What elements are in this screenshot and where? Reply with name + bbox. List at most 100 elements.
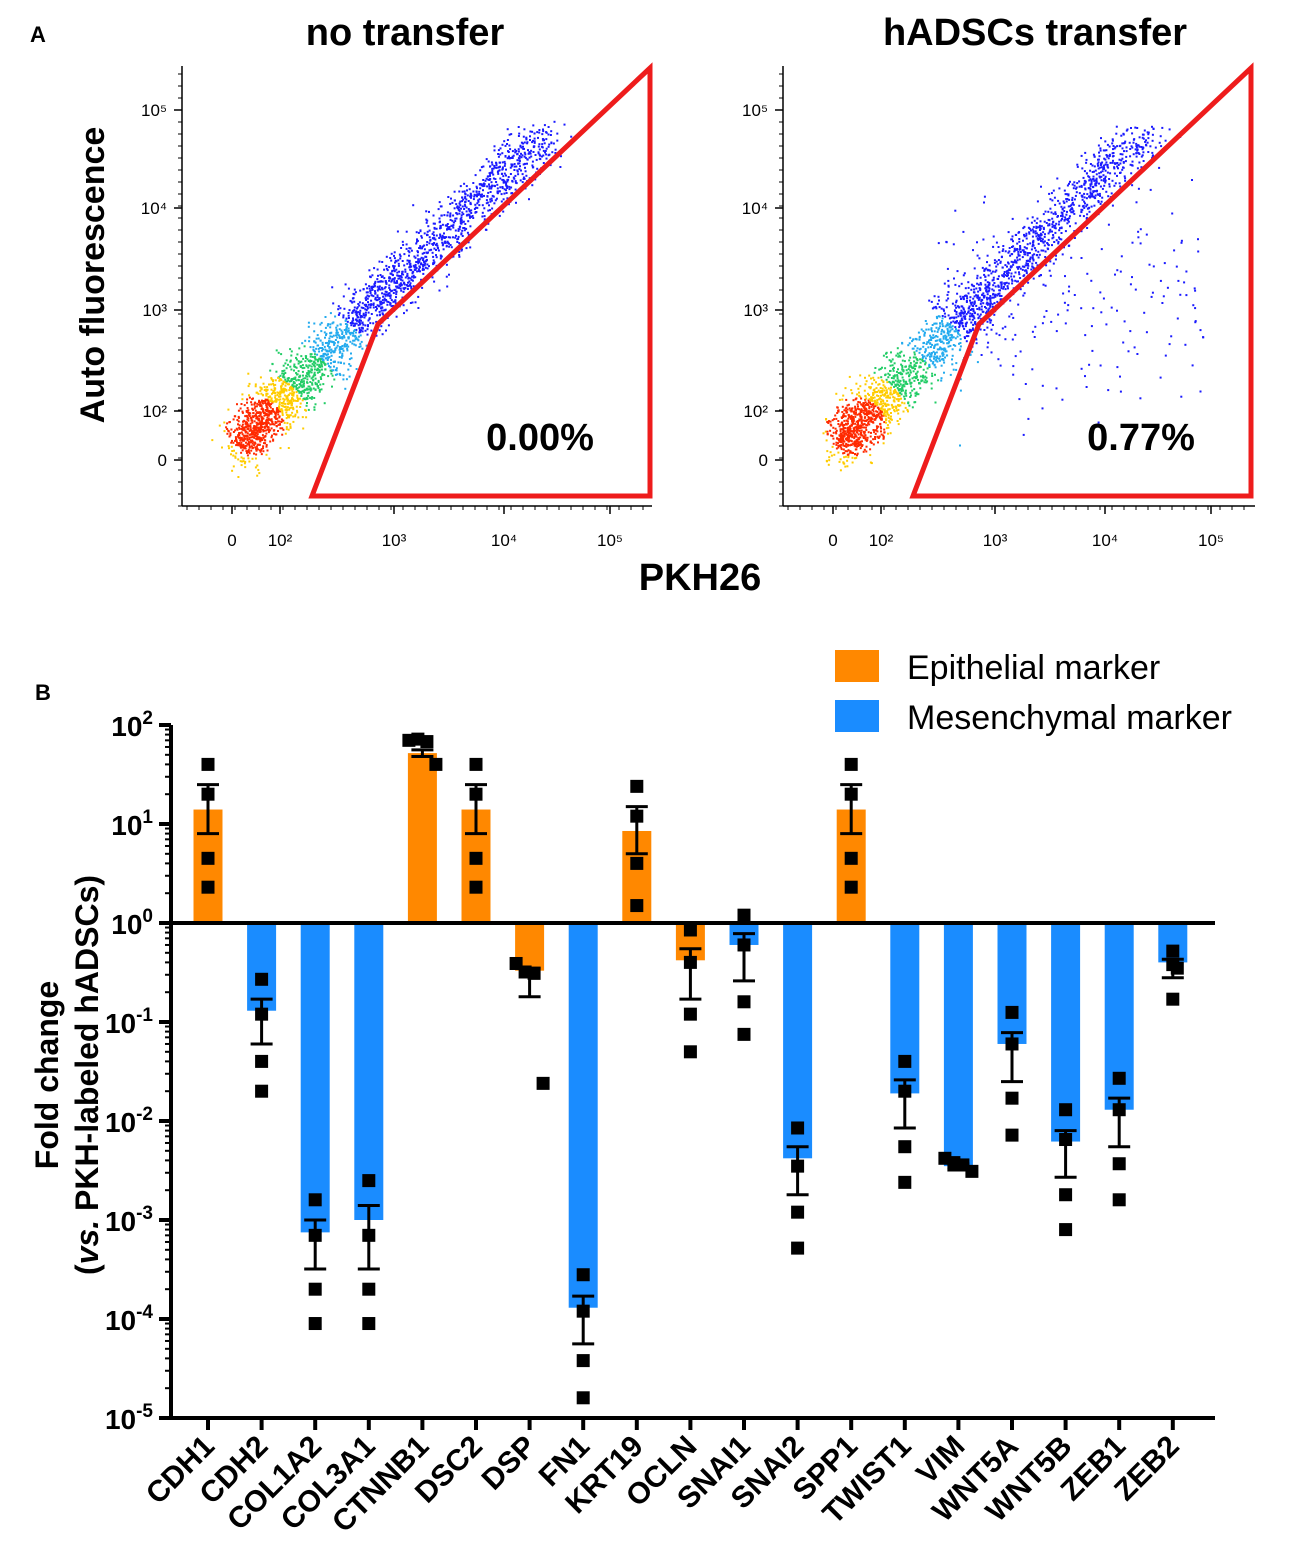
event-dot [326, 359, 329, 361]
event-dot [954, 304, 957, 307]
event-dot [892, 399, 895, 402]
event-dot [956, 330, 959, 333]
event-dot [844, 407, 847, 410]
event-dot [1140, 155, 1143, 158]
event-dot [342, 374, 345, 377]
event-dot [1031, 262, 1034, 265]
event-dot [1032, 230, 1035, 233]
event-dot [987, 286, 990, 289]
event-dot [930, 382, 933, 385]
event-dot [316, 358, 319, 361]
event-dot [1142, 137, 1145, 140]
event-dot [1109, 172, 1112, 175]
event-dot [874, 405, 877, 408]
event-dot [340, 329, 343, 332]
event-dot [458, 255, 461, 258]
event-dot [300, 381, 303, 384]
event-dot [1122, 341, 1125, 344]
event-dot [1018, 240, 1021, 243]
event-dot [541, 155, 543, 158]
event-dot [885, 389, 888, 392]
event-dot [465, 214, 468, 217]
event-dot [1176, 317, 1179, 320]
event-dot [309, 389, 312, 392]
event-dot [1085, 172, 1088, 175]
event-dot [394, 302, 397, 305]
event-dot [300, 391, 302, 393]
event-dot [248, 415, 251, 417]
event-dot [411, 271, 414, 274]
event-dot [1194, 320, 1197, 323]
event-dot [250, 441, 253, 443]
event-dot [428, 210, 430, 213]
event-dot [1017, 254, 1020, 257]
event-dot [826, 421, 829, 423]
event-dot [842, 427, 845, 429]
event-dot [381, 306, 384, 309]
event-dot [353, 329, 356, 331]
event-dot [1091, 195, 1094, 198]
event-dot [1078, 192, 1081, 195]
event-dot [233, 415, 236, 418]
event-dot [973, 288, 976, 291]
event-dot [247, 419, 250, 422]
event-dot [844, 427, 847, 430]
event-dot [835, 447, 838, 450]
event-dot [419, 245, 422, 248]
event-dot [416, 239, 419, 242]
event-dot [499, 147, 502, 150]
event-dot [385, 329, 387, 332]
event-dot [1124, 177, 1127, 180]
event-dot [1028, 260, 1031, 263]
event-dot [888, 374, 891, 376]
event-dot [899, 392, 902, 394]
event-dot [947, 345, 950, 348]
event-dot [351, 320, 354, 323]
event-dot [266, 407, 269, 410]
event-dot [246, 451, 248, 454]
event-dot [432, 222, 435, 225]
event-dot [980, 305, 983, 308]
event-dot [1134, 288, 1137, 291]
event-dot [492, 167, 495, 170]
event-dot [1142, 151, 1145, 154]
event-dot [313, 330, 316, 333]
event-dot [1043, 235, 1046, 238]
event-dot [915, 358, 918, 361]
event-dot [320, 358, 323, 360]
event-dot [940, 307, 943, 310]
event-dot [302, 385, 305, 388]
event-dot [847, 449, 850, 452]
event-dot [854, 445, 857, 448]
event-dot [929, 334, 932, 337]
event-dot [303, 366, 306, 369]
event-dot [517, 126, 520, 128]
event-dot [453, 199, 456, 202]
event-dot [250, 445, 253, 448]
event-dot [989, 297, 992, 300]
event-dot [889, 396, 892, 399]
event-dot [362, 314, 365, 316]
event-dot [1034, 232, 1037, 235]
event-dot [1054, 258, 1057, 261]
event-dot [357, 303, 360, 305]
event-dot [505, 174, 507, 177]
event-dot [441, 236, 444, 239]
event-dot [290, 368, 293, 371]
event-dot [1005, 281, 1008, 284]
event-dot [280, 384, 283, 387]
event-dot [980, 308, 983, 311]
event-dot [873, 431, 876, 434]
event-dot [840, 438, 843, 441]
event-dot [899, 379, 902, 382]
event-dot [930, 328, 933, 331]
event-dot [958, 324, 961, 327]
event-dot [897, 372, 900, 374]
event-dot [463, 190, 466, 193]
event-dot [1067, 220, 1070, 223]
event-dot [406, 259, 409, 262]
event-dot [330, 358, 332, 361]
event-dot [1021, 265, 1024, 268]
event-dot [907, 368, 910, 371]
event-dot [314, 358, 317, 361]
